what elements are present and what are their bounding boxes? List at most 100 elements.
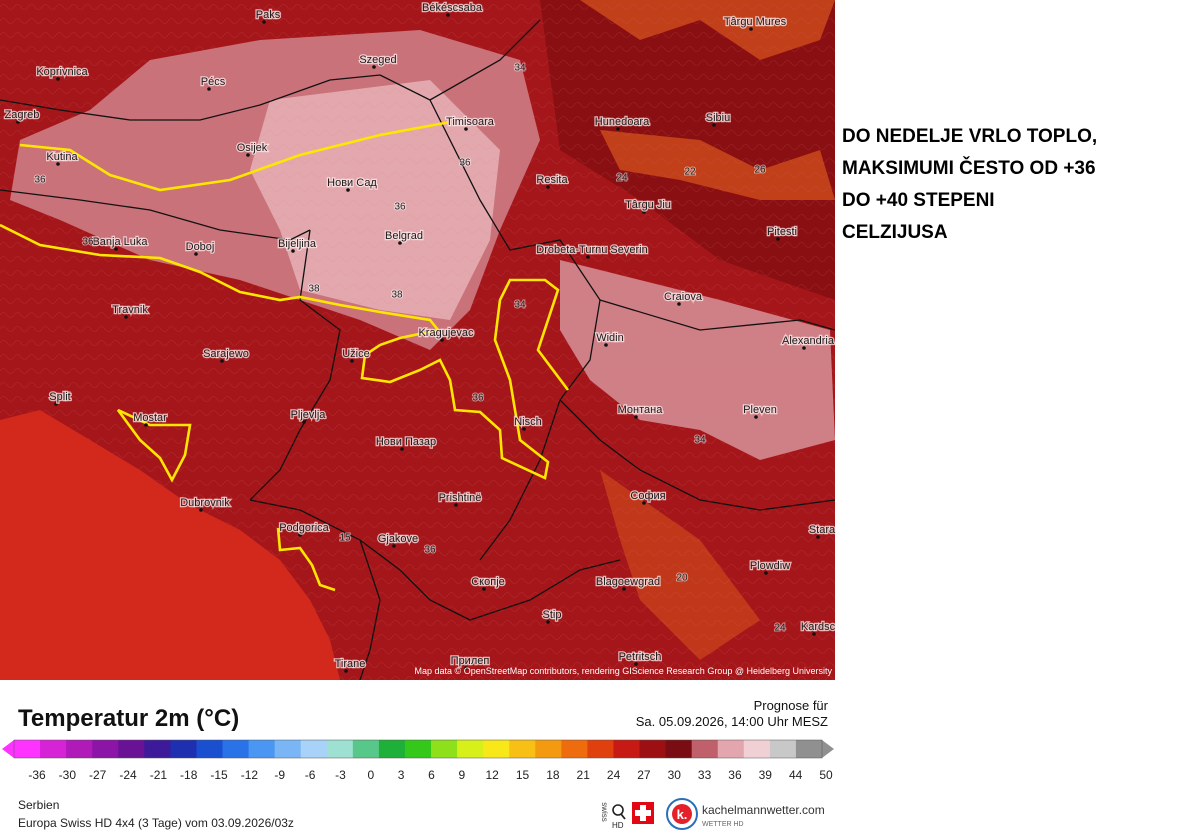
legend-title: Temperatur 2m (°C) [18,705,239,732]
colorbar-tick-label: -9 [274,768,285,782]
contour-label: 38 [308,284,320,295]
colorbar-tick-label: 0 [367,768,374,782]
colorbar-tick-label: 3 [398,768,405,782]
city-dot [262,20,266,24]
annotation: DO NEDELJE VRLO TOPLO, MAKSIMUMI ČESTO OD… [842,126,1097,243]
forecast-time: Sa. 05.09.2026, 14:00 Uhr MESZ [636,714,828,729]
annotation-line: MAKSIMUMI ČESTO OD +36 [842,157,1096,179]
colorbar-tick-label: -30 [59,768,77,782]
contour-label: 34 [514,300,526,311]
colorbar-segment [535,740,562,758]
city-dot [124,315,128,319]
annotation-line: DO +40 STEPENI [842,190,995,211]
colorbar-tick-label: -36 [28,768,46,782]
contour-label: 34 [694,435,706,446]
colorbar-segment [92,740,119,758]
site-name: kachelmannwetter.com [702,803,825,817]
city-label: Alexandria [782,335,835,347]
kachelmann-k: k. [677,807,688,822]
colorbar-segment [118,740,145,758]
city-label: Resita [536,174,568,186]
city-label: Užice [342,348,370,360]
city-dot [816,535,820,539]
hot-zone-outlines [0,120,570,592]
city-dot [677,302,681,306]
colorbar-segment [326,740,354,758]
colorbar-segment [144,740,171,758]
city-dot [586,255,590,259]
forecast-label: Prognose für [754,698,829,713]
colorbar-segment [352,740,380,758]
city-label: Kardsc [801,621,836,633]
colorbar-segment [170,740,197,758]
colorbar-frame [13,739,823,759]
city-label: Pleven [743,404,777,416]
city-label: Mostar [133,412,167,424]
city-dot [464,666,468,670]
contour-label: 38 [391,290,403,301]
colorbar-segment [378,740,406,758]
colorbar-tick-label: -15 [210,768,228,782]
city-label: Нови Сад [327,177,377,189]
city-dot [454,503,458,507]
city-dot [546,620,550,624]
city-label: Banja Luka [92,236,148,248]
city-dot [302,420,306,424]
city-label: Blagoewgrad [596,576,660,588]
contour-label: 34 [514,63,526,74]
colorbar-segment [457,740,484,758]
colorbar-segment [587,740,614,758]
colorbar-segment [300,740,328,758]
contour-label: 36 [394,202,406,213]
city-label: Нови Пазар [376,436,436,448]
annotation-line: CELZIJUSA [842,222,948,243]
colorbar-arrow [822,740,834,758]
colorbar-tick-label: -12 [241,768,259,782]
site-tagline: WETTER HD [702,821,744,828]
city-dot [634,415,638,419]
city-label: Târgu Mures [724,16,787,28]
city-dot [642,210,646,214]
city-label: Travnik [112,304,148,316]
city-label: Hunedoara [595,116,650,128]
colorbar-tick-label: 27 [637,768,651,782]
city-label: Stara [809,524,836,536]
borders [0,19,835,680]
colorbar-tick-label: 15 [516,768,530,782]
colorbar-segment [665,740,693,758]
colorbar-tick-label: 6 [428,768,435,782]
contour-label: 15 [339,533,351,544]
city-dot [440,338,444,342]
colorbar-segment [431,740,458,758]
city-label: Kragujevac [418,327,474,339]
region: Serbien [18,798,59,812]
city-label: Doboj [186,241,215,253]
city-label: Koprivnica [36,66,88,78]
city-dot [764,571,768,575]
colorbar-tick-label: -21 [150,768,168,782]
colorbar-tick-label: 39 [759,768,773,782]
city-label: Timisoara [446,116,495,128]
colorbar-segment [613,740,641,758]
city-dot [194,252,198,256]
city-dot [207,87,211,91]
city-dot [220,359,224,363]
city-dot [400,447,404,451]
city-dot [616,127,620,131]
city-dot [464,127,468,131]
contour-label: 36 [472,393,484,404]
colorbar-tick-label: 44 [789,768,803,782]
colorbar-segment [483,740,510,758]
map-attribution: Map data © OpenStreetMap contributors, r… [415,666,833,676]
swiss-label: swiss [600,802,609,822]
city-dot [144,423,148,427]
city-label: Stip [543,609,562,621]
city-dot [622,587,626,591]
city-label: Gjakove [378,533,418,545]
swiss-cross [635,805,651,821]
colorbar-tick-label: 50 [819,768,833,782]
colorbar-tick-label: 33 [698,768,712,782]
colorbar-segment [40,740,67,758]
kachelmann-logo [672,804,692,824]
city-dot [546,185,550,189]
